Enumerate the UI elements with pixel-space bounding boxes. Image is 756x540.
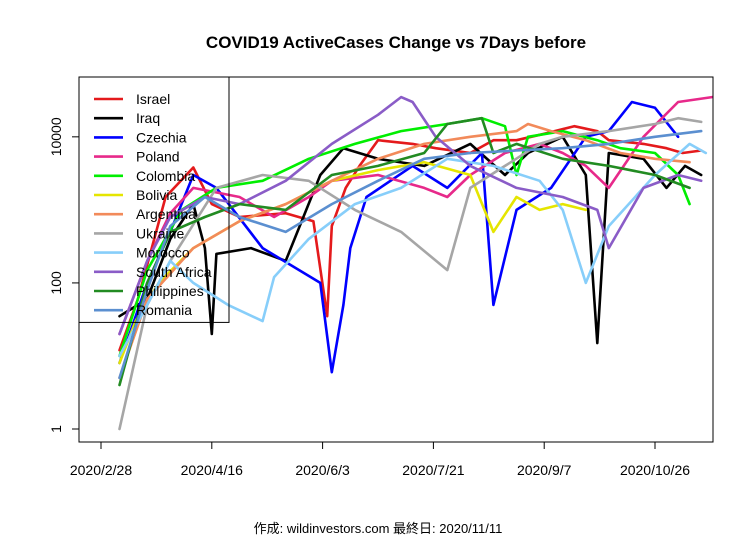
y-tick-label: 100 (48, 271, 64, 295)
legend-item: Argentina (94, 206, 196, 222)
series-line-morocco (118, 142, 708, 358)
chart-title: COVID19 ActiveCases Change vs 7Days befo… (206, 33, 586, 52)
legend-label: Morocco (136, 245, 190, 261)
legend-item: Romania (94, 302, 192, 318)
legend-label: Romania (136, 302, 192, 318)
legend-item: Bolivia (94, 187, 177, 203)
series-layer (118, 95, 714, 431)
legend: Israel Iraq Czechia Poland Colombia Bolivia Ar… (78, 76, 230, 323)
legend-item: South Africa (94, 264, 212, 280)
series-line-poland (118, 95, 714, 336)
series-line-bolivia (118, 160, 588, 365)
y-tick-label: 1 (48, 425, 64, 433)
legend-item: Ukraine (94, 225, 184, 241)
credit-text: 作成: wildinvestors.com 最終日: 2020/11/11 (253, 521, 503, 536)
legend-item: Poland (94, 149, 180, 165)
series-line-ukraine (118, 116, 703, 431)
x-tick-label: 2020/10/26 (620, 462, 690, 478)
legend-label: Colombia (136, 168, 195, 184)
legend-item: Czechia (94, 129, 187, 145)
x-tick-label: 2020/9/7 (517, 462, 572, 478)
legend-label: Ukraine (136, 225, 184, 241)
legend-item: Iraq (94, 110, 160, 126)
x-tick-label: 2020/7/21 (402, 462, 464, 478)
series-line-czechia (118, 100, 680, 374)
series-line-israel (118, 124, 703, 352)
series-line-iraq (118, 135, 703, 345)
series-line-romania (118, 129, 703, 380)
series-line-philippines (118, 116, 691, 387)
y-axis: 1 100 10000 (48, 117, 80, 433)
legend-box (78, 76, 230, 323)
legend-label: Poland (136, 149, 180, 165)
legend-label: Czechia (136, 129, 187, 145)
x-tick-label: 2020/4/16 (181, 462, 243, 478)
legend-label: Philippines (136, 283, 204, 299)
x-axis: 2020/2/28 2020/4/16 2020/6/3 2020/7/21 2020/… (70, 441, 690, 478)
legend-item: Colombia (94, 168, 195, 184)
legend-label: Argentina (136, 206, 196, 222)
legend-label: South Africa (136, 264, 212, 280)
legend-item: Morocco (94, 245, 190, 261)
legend-label: Iraq (136, 110, 160, 126)
y-tick-label: 10000 (48, 117, 64, 156)
legend-label: Israel (136, 91, 170, 107)
x-tick-label: 2020/6/3 (295, 462, 350, 478)
series-line-argentina (118, 122, 691, 380)
legend-label: Bolivia (136, 187, 177, 203)
legend-item: Israel (94, 91, 170, 107)
x-tick-label: 2020/2/28 (70, 462, 132, 478)
legend-item: Philippines (94, 283, 204, 299)
